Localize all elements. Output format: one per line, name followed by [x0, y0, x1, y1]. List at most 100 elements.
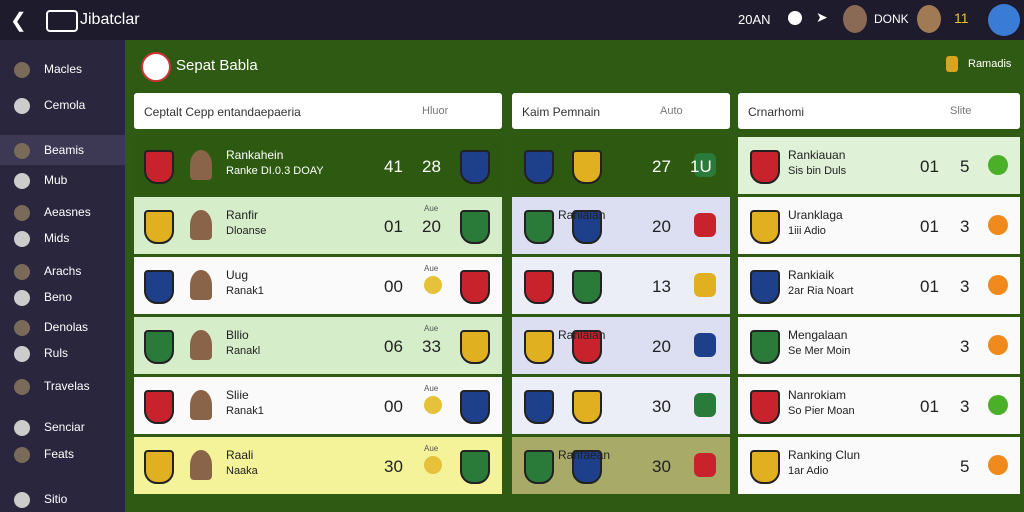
- search-text[interactable]: Kaim Pemnain: [522, 105, 601, 119]
- avatar[interactable]: [917, 5, 941, 33]
- status-icon[interactable]: [988, 215, 1008, 235]
- score: 00: [384, 397, 403, 416]
- score: 5: [960, 457, 970, 476]
- player-photo: [190, 270, 212, 300]
- team-badge: [572, 210, 602, 244]
- check-icon[interactable]: [788, 11, 802, 25]
- menu-icon[interactable]: [14, 447, 30, 463]
- header-action[interactable]: Ramadis: [968, 58, 1012, 70]
- menu-icon[interactable]: [14, 420, 30, 436]
- row-name: Ranlaian: [558, 328, 606, 342]
- status-icon[interactable]: [988, 155, 1008, 175]
- menu-item[interactable]: Ruls: [44, 346, 69, 360]
- player-photo: [190, 150, 212, 180]
- menu-icon[interactable]: [14, 231, 30, 247]
- menu-item[interactable]: Mids: [44, 231, 70, 245]
- status-icon[interactable]: [988, 335, 1008, 355]
- status-icon[interactable]: [988, 395, 1008, 415]
- menu-item[interactable]: Beamis: [44, 143, 85, 157]
- menu-icon[interactable]: [14, 346, 30, 362]
- row-tag: Aue: [424, 324, 439, 333]
- player-photo: [190, 450, 212, 480]
- team-badge: [460, 210, 490, 244]
- team-badge: [524, 390, 554, 424]
- menu-icon[interactable]: [14, 98, 30, 114]
- list-row[interactable]: [738, 197, 1020, 254]
- team-badge: [144, 210, 174, 244]
- menu-icon[interactable]: [14, 492, 30, 508]
- count: 11: [954, 10, 969, 26]
- row-name: Uranklaga: [788, 208, 843, 222]
- menu-item[interactable]: Travelas: [44, 379, 90, 393]
- list-row[interactable]: [738, 257, 1020, 314]
- page-title: Sepat Babla: [176, 57, 258, 74]
- menu-item[interactable]: Mub: [44, 173, 68, 187]
- team-badge: [572, 330, 602, 364]
- menu-icon[interactable]: [14, 320, 30, 336]
- list-row[interactable]: [738, 437, 1020, 494]
- avatar[interactable]: [843, 5, 867, 33]
- row-subtitle: So Pier Moan: [788, 405, 855, 417]
- menu-item[interactable]: Feats: [44, 447, 75, 461]
- score: 01: [920, 277, 939, 296]
- forward-icon[interactable]: ➤: [816, 9, 828, 25]
- back-button[interactable]: ❮: [10, 10, 27, 32]
- menu-item[interactable]: Aeasnes: [44, 205, 91, 219]
- team-badge: [572, 270, 602, 304]
- search-text[interactable]: Ceptalt Cepp entandaepaeria: [144, 105, 301, 119]
- score: 3: [960, 217, 970, 236]
- menu-item[interactable]: Beno: [44, 290, 73, 304]
- status: 20AN: [738, 12, 771, 27]
- row-name: Uug: [226, 268, 249, 282]
- search-button[interactable]: Auto: [660, 105, 683, 117]
- list-row[interactable]: [738, 317, 1020, 374]
- row-tag: Aue: [424, 264, 439, 273]
- search-text[interactable]: Crnarhomi: [748, 105, 805, 119]
- search-button[interactable]: Hluor: [422, 105, 449, 117]
- team-badge: [750, 450, 780, 484]
- player-photo: [190, 330, 212, 360]
- action-icon: [946, 56, 958, 72]
- menu-icon[interactable]: [14, 264, 30, 280]
- menu-item[interactable]: Denolas: [44, 320, 89, 334]
- menu-item[interactable]: Cemola: [44, 98, 86, 112]
- menu-icon[interactable]: [14, 143, 30, 159]
- row-subtitle: Se Mer Moin: [788, 345, 851, 357]
- team-badge: [524, 330, 554, 364]
- status-icon[interactable]: [988, 455, 1008, 475]
- row-subtitle: 1iii Adio: [788, 225, 826, 237]
- score: 30: [652, 457, 671, 476]
- menu-item[interactable]: Macles: [44, 62, 83, 76]
- menu-icon[interactable]: [14, 62, 30, 78]
- team-badge: [460, 390, 490, 424]
- list-row[interactable]: [738, 377, 1020, 434]
- row-subtitle: Naaka: [226, 465, 258, 477]
- menu-icon[interactable]: [14, 379, 30, 395]
- team-badge: [524, 450, 554, 484]
- team-badge: [524, 270, 554, 304]
- menu-item[interactable]: Sitio: [44, 492, 68, 506]
- status-icon[interactable]: [988, 275, 1008, 295]
- menu-icon[interactable]: [14, 173, 30, 189]
- search-button[interactable]: Slite: [950, 105, 972, 117]
- team-badge: [524, 150, 554, 184]
- row-subtitle: Ranak1: [226, 405, 264, 417]
- share-button[interactable]: [988, 4, 1020, 36]
- menu-icon[interactable]: [14, 205, 30, 221]
- row-subtitle: 1ar Adio: [788, 465, 829, 477]
- score: 20: [422, 217, 441, 236]
- user-name: DONK: [874, 12, 909, 26]
- menu-item[interactable]: Arachs: [44, 264, 82, 278]
- menu-item[interactable]: Senciar: [44, 420, 85, 434]
- row-name: Mengalaan: [788, 328, 848, 342]
- search-box[interactable]: [738, 93, 1020, 129]
- score: 27: [652, 157, 671, 176]
- search-box[interactable]: [512, 93, 730, 129]
- list-row[interactable]: [738, 137, 1020, 194]
- search-box[interactable]: [134, 93, 502, 129]
- menu-icon[interactable]: [14, 290, 30, 306]
- score: 30: [652, 397, 671, 416]
- row-name: Ranking Clun: [788, 448, 861, 462]
- top-bar: ❮ Jibatclar 20AN ➤ DONK 11: [0, 0, 1024, 40]
